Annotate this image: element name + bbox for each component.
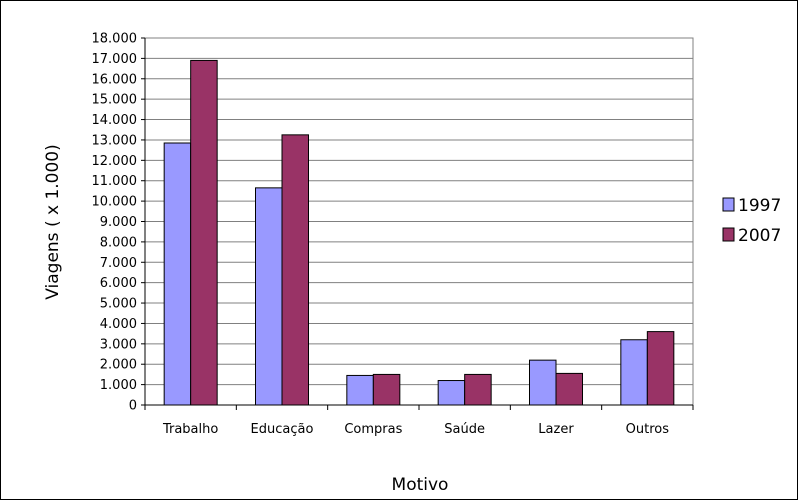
x-axis: Trabalho Educação Compras Saúde Lazer Outros: [144, 404, 694, 437]
y-tick-label: 8.000: [100, 235, 137, 250]
y-tick-label: 15.000: [92, 93, 138, 108]
bar-1997-Saúde: [437, 380, 466, 406]
legend-label-1997: 1997: [738, 196, 781, 216]
bar-2007-Saúde: [464, 373, 492, 406]
bar-2007-Trabalho: [190, 59, 218, 406]
y-tick-label: 0: [129, 399, 137, 414]
x-tick-label: Outros: [626, 422, 670, 437]
legend-swatch-1997: [722, 197, 735, 212]
bar-1997-Trabalho: [163, 142, 192, 406]
y-tick-label: 18.000: [92, 32, 138, 47]
y-tick-label: 12.000: [92, 154, 138, 169]
bar-1997-Compras: [346, 374, 374, 406]
y-tick-label: 13.000: [92, 133, 138, 148]
x-axis-title: Motivo: [392, 475, 449, 495]
y-tick-label: 7.000: [100, 256, 137, 271]
bars: [163, 59, 675, 406]
bar-1997-Educação: [255, 187, 283, 406]
y-tick-label: 6.000: [100, 276, 137, 291]
y-tick-label: 3.000: [100, 337, 137, 352]
bar-2007-Outros: [646, 331, 675, 406]
x-tick-label: Educação: [251, 422, 314, 437]
bar-2007-Compras: [372, 373, 401, 406]
y-tick-label: 9.000: [100, 215, 137, 230]
legend-label-2007: 2007: [738, 226, 781, 246]
y-tick-label: 11.000: [92, 174, 138, 189]
y-tick-label: 2.000: [100, 358, 137, 373]
bar-2007-Lazer: [555, 372, 583, 406]
y-axis-title: Viagens ( x 1.000): [43, 144, 63, 299]
x-tick-label: Saúde: [444, 422, 485, 437]
bar-1997-Lazer: [529, 359, 557, 406]
bar-1997-Outros: [620, 339, 648, 406]
y-tick-label: 14.000: [92, 113, 138, 128]
y-tick-label: 5.000: [100, 297, 137, 312]
x-tick-label: Lazer: [538, 422, 574, 437]
y-tick-label: 10.000: [92, 195, 138, 210]
bar-2007-Educação: [281, 134, 309, 406]
x-tick-label: Compras: [344, 422, 402, 437]
gridlines: [145, 37, 693, 386]
y-axis: 0 1.000 2.000 3.000 4.000 5.000 6.000 7.000 8.00…: [92, 32, 146, 414]
legend-swatch-2007: [722, 227, 735, 242]
legend: 1997 2007: [722, 196, 781, 246]
y-tick-label: 16.000: [92, 72, 138, 87]
y-tick-label: 4.000: [100, 317, 137, 332]
y-tick-label: 17.000: [92, 52, 138, 67]
y-tick-label: 1.000: [100, 378, 137, 393]
x-tick-label: Trabalho: [162, 422, 218, 437]
